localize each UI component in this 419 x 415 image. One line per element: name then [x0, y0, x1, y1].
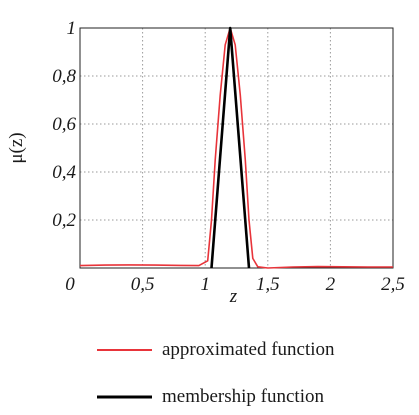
x-tick-label: 1,5	[256, 274, 280, 295]
plot-frame	[79, 27, 394, 269]
y-tick-labels: 0,2 0,4 0,6 0,8 1	[52, 18, 76, 231]
y-tick-label: 0,4	[52, 162, 76, 183]
y-axis-label: μ(z)	[6, 132, 27, 163]
y-tick-label: 1	[67, 18, 77, 39]
x-tick-label: 2,5	[381, 274, 405, 295]
y-tick-label: 0,6	[52, 114, 76, 135]
series-layer	[79, 26, 393, 269]
x-tick-label: 2	[326, 274, 336, 295]
x-axis-label: z	[229, 286, 238, 307]
x-tick-labels: 0 0,5 1 1,5 2 2,5	[65, 274, 405, 295]
legend-label: membership function	[162, 386, 324, 407]
legend-label: approximated function	[162, 339, 335, 360]
y-tick-label: 0,8	[52, 66, 76, 87]
x-tick-label: 0,5	[131, 274, 155, 295]
x-tick-label: 0	[65, 274, 75, 295]
y-tick-label: 0,2	[52, 210, 76, 231]
series-line-approximated-function	[79, 27, 393, 269]
series-line-membership-function	[210, 26, 251, 269]
x-tick-label: 1	[200, 274, 210, 295]
legend: approximated function membership function	[97, 339, 335, 407]
